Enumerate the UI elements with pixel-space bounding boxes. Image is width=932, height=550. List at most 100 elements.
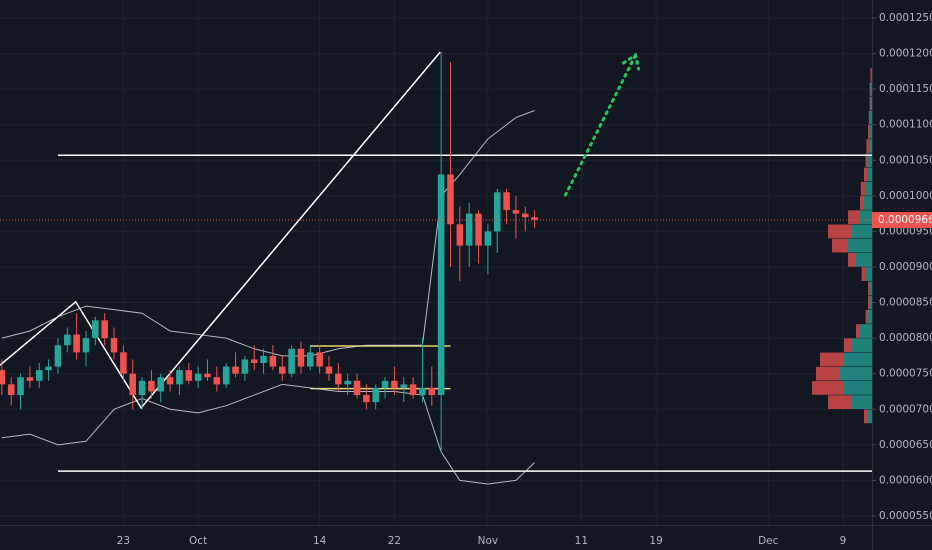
- candle-body: [400, 384, 408, 388]
- volume-up: [871, 68, 872, 82]
- y-tick-label: 0.0000900: [879, 261, 932, 273]
- volume-down: [865, 153, 868, 168]
- x-tick-label: Dec: [758, 535, 779, 547]
- candle-body: [363, 395, 370, 403]
- x-tick-label: 23: [117, 535, 130, 547]
- candle-body: [213, 377, 221, 385]
- volume-down: [820, 352, 844, 367]
- volume-up: [860, 210, 872, 225]
- volume-down: [864, 409, 868, 424]
- volume-down: [864, 167, 868, 182]
- band-lower: [1, 383, 535, 485]
- candle-body: [185, 370, 193, 381]
- candle-body: [391, 380, 398, 388]
- candle-body: [269, 355, 277, 367]
- candle-body: [353, 380, 361, 396]
- candle-body: [344, 380, 351, 385]
- volume-up: [865, 181, 872, 196]
- volume-up: [852, 224, 872, 239]
- y-tick-label: 0.0000550: [879, 510, 932, 522]
- candle-body: [194, 373, 202, 381]
- candle-body: [120, 352, 127, 374]
- volume-up: [868, 309, 872, 324]
- volume-up: [840, 366, 872, 381]
- candle-body: [325, 366, 333, 374]
- candle-body: [101, 320, 108, 339]
- candle-body: [166, 377, 174, 385]
- volume-down: [866, 139, 869, 153]
- candle-body: [512, 210, 520, 214]
- volume-up: [869, 110, 872, 125]
- x-tick-label: 11: [575, 535, 588, 547]
- candle-body: [260, 355, 267, 364]
- volume-up: [867, 167, 872, 182]
- candle-body: [521, 213, 529, 218]
- candle-body: [148, 380, 155, 392]
- candle-body: [531, 217, 538, 221]
- x-tick-label: Nov: [478, 535, 499, 547]
- y-tick-label: 0.0000950: [879, 225, 932, 237]
- last-price-label: 0.0000966: [878, 214, 932, 226]
- volume-up: [848, 238, 872, 253]
- candle-body: [176, 370, 183, 385]
- y-tick-label: 0.0000750: [879, 368, 932, 380]
- volume-down: [869, 96, 871, 111]
- candle-body: [73, 334, 80, 353]
- volume-up: [868, 153, 872, 168]
- candle-body: [250, 359, 258, 364]
- x-tick-label: 9: [840, 535, 847, 547]
- y-tick-label: 0.0000700: [879, 403, 932, 415]
- y-tick-label: 0.0000800: [879, 332, 932, 344]
- volume-down: [844, 338, 852, 353]
- candle-body: [110, 338, 118, 353]
- candle-body: [419, 387, 426, 396]
- y-tick-label: 0.0000850: [879, 297, 932, 309]
- x-tick-label: 19: [649, 535, 662, 547]
- candle-body: [409, 384, 417, 396]
- candle-body: [241, 359, 249, 374]
- volume-up: [870, 96, 872, 111]
- last-price-box: [872, 212, 932, 229]
- candle-body: [316, 352, 323, 367]
- candle-body: [372, 387, 379, 403]
- candle-body: [0, 370, 6, 385]
- x-tick-label: 14: [313, 535, 327, 547]
- candle-body: [7, 384, 15, 396]
- y-tick-label: 0.0001050: [879, 154, 932, 166]
- volume-up: [868, 409, 872, 424]
- volume-down: [828, 395, 852, 410]
- volume-down: [868, 124, 870, 139]
- volume-down: [832, 238, 848, 253]
- candle-body: [45, 366, 52, 371]
- candle-body: [54, 345, 62, 367]
- candle-body: [129, 373, 136, 396]
- zigzag: [0, 51, 441, 410]
- x-tick-label: Oct: [189, 535, 207, 547]
- candle-body: [307, 352, 314, 367]
- volume-up: [870, 82, 872, 96]
- volume-down: [848, 210, 860, 225]
- volume-up: [865, 267, 872, 281]
- candle-body: [484, 231, 492, 246]
- volume-up: [869, 281, 872, 296]
- y-tick-label: 0.0000650: [879, 439, 932, 451]
- volume-down: [812, 381, 844, 395]
- volume-down: [868, 110, 870, 125]
- y-tick-label: 0.0001100: [879, 119, 932, 131]
- volume-up: [844, 352, 872, 367]
- candle-body: [335, 373, 342, 385]
- volume-up: [852, 338, 872, 353]
- candle-body: [157, 377, 165, 392]
- y-tick-label: 0.0000600: [879, 474, 932, 486]
- volume-up: [869, 124, 872, 139]
- candle-body: [428, 387, 436, 396]
- volume-up: [844, 381, 872, 395]
- volume-down: [848, 253, 856, 267]
- volume-down: [868, 281, 870, 296]
- candle-body: [503, 192, 510, 211]
- candle-body: [288, 348, 295, 374]
- candle-body: [26, 377, 34, 381]
- volume-down: [860, 181, 866, 196]
